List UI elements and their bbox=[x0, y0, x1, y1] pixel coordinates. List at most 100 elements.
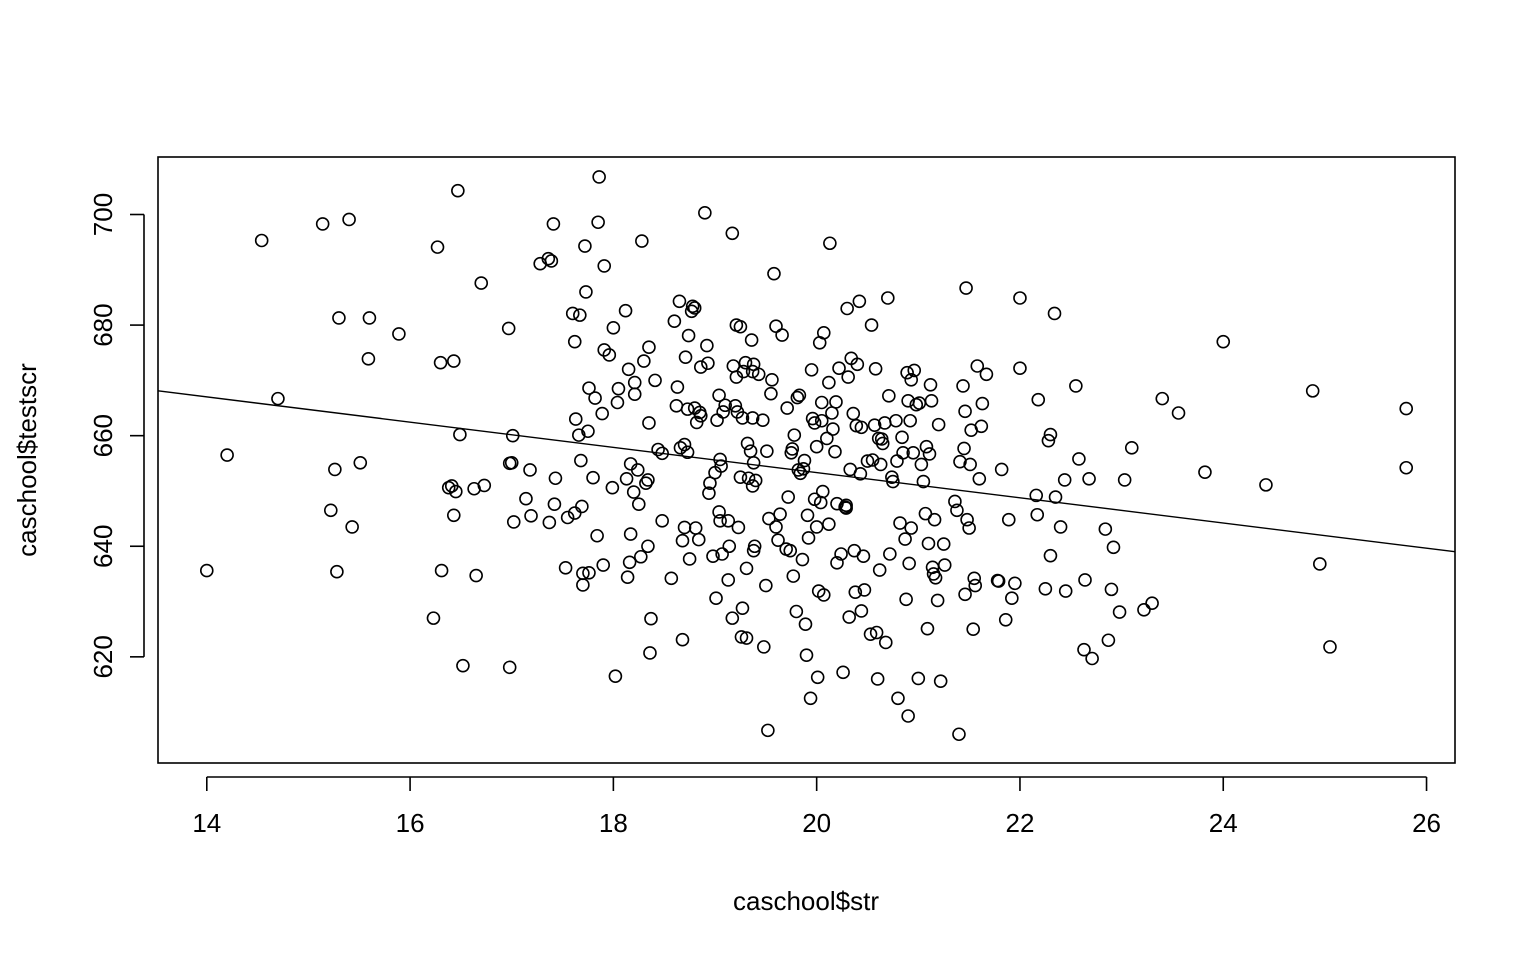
data-point bbox=[619, 471, 634, 486]
data-point bbox=[852, 294, 867, 309]
data-point bbox=[1053, 520, 1068, 534]
data-point bbox=[733, 319, 748, 334]
data-point bbox=[991, 574, 1006, 588]
data-point bbox=[392, 327, 406, 341]
data-point bbox=[712, 388, 726, 403]
data-point bbox=[627, 387, 642, 402]
y-axis: 620 640 660 680 700 bbox=[88, 193, 145, 679]
data-point bbox=[1048, 490, 1063, 504]
data-point bbox=[960, 512, 974, 527]
data-point bbox=[1013, 291, 1027, 305]
data-point bbox=[558, 561, 573, 575]
data-point bbox=[790, 390, 805, 405]
data-point bbox=[741, 471, 756, 486]
data-point bbox=[760, 444, 774, 458]
data-point bbox=[315, 217, 330, 231]
data-point bbox=[199, 563, 214, 578]
data-point bbox=[841, 370, 855, 384]
data-point bbox=[781, 490, 796, 504]
data-point bbox=[565, 306, 580, 321]
y-tick-label: 620 bbox=[88, 635, 118, 678]
data-point bbox=[957, 441, 971, 456]
data-point bbox=[1001, 512, 1016, 527]
data-point bbox=[927, 512, 942, 527]
data-point bbox=[1043, 427, 1058, 442]
data-point bbox=[850, 357, 865, 372]
data-point bbox=[361, 352, 376, 366]
data-point bbox=[792, 388, 807, 403]
data-point bbox=[860, 454, 875, 468]
data-point bbox=[799, 648, 814, 662]
data-point bbox=[764, 386, 778, 401]
data-point bbox=[856, 549, 871, 564]
data-point bbox=[958, 404, 972, 419]
data-point bbox=[581, 424, 595, 439]
data-point bbox=[469, 568, 483, 583]
data-point bbox=[873, 457, 888, 472]
data-point bbox=[733, 470, 748, 484]
data-point bbox=[716, 405, 730, 419]
data-point bbox=[576, 578, 590, 592]
data-point bbox=[323, 503, 338, 518]
data-point bbox=[651, 442, 665, 457]
data-point bbox=[1008, 576, 1022, 591]
data-point bbox=[1171, 406, 1186, 420]
data-point bbox=[648, 373, 662, 388]
data-point bbox=[610, 395, 625, 410]
data-point bbox=[786, 569, 801, 583]
data-point bbox=[254, 233, 269, 248]
data-point bbox=[839, 501, 853, 515]
data-point bbox=[1106, 540, 1121, 555]
data-point bbox=[822, 375, 836, 390]
data-point bbox=[967, 571, 982, 586]
x-axis: 14 16 18 20 22 24 26 bbox=[192, 776, 1441, 838]
data-point bbox=[332, 311, 346, 325]
data-point bbox=[597, 259, 612, 273]
data-point bbox=[1323, 640, 1337, 654]
data-point bbox=[1098, 522, 1113, 536]
data-point bbox=[826, 422, 840, 436]
data-point bbox=[829, 395, 843, 409]
data-point bbox=[605, 480, 620, 495]
data-point bbox=[546, 217, 561, 231]
data-point bbox=[918, 506, 933, 521]
data-point bbox=[962, 521, 976, 535]
data-point bbox=[739, 631, 754, 645]
data-point bbox=[815, 484, 830, 499]
data-point bbox=[728, 399, 743, 413]
data-point bbox=[878, 635, 893, 650]
data-point bbox=[848, 585, 863, 599]
data-point bbox=[330, 564, 344, 579]
data-point bbox=[870, 672, 885, 686]
data-point bbox=[685, 299, 700, 314]
data-point bbox=[1124, 441, 1139, 455]
data-point bbox=[672, 294, 687, 309]
data-point bbox=[353, 455, 368, 470]
x-tick-label: 18 bbox=[599, 808, 628, 838]
y-axis-title: caschool$testscr bbox=[12, 363, 42, 557]
data-point bbox=[451, 183, 465, 198]
data-point bbox=[680, 402, 695, 416]
data-point bbox=[854, 420, 869, 435]
data-point bbox=[588, 391, 602, 405]
data-point bbox=[542, 515, 557, 530]
data-point bbox=[670, 380, 685, 394]
data-point bbox=[869, 625, 884, 640]
data-point bbox=[825, 406, 839, 420]
data-point bbox=[582, 565, 596, 580]
data-point bbox=[907, 363, 922, 378]
data-point bbox=[803, 691, 818, 706]
data-point bbox=[682, 552, 697, 566]
data-point bbox=[669, 399, 684, 413]
data-point bbox=[1005, 591, 1019, 606]
data-point bbox=[681, 328, 696, 343]
data-point bbox=[586, 470, 600, 485]
data-point bbox=[966, 622, 980, 636]
data-point bbox=[882, 389, 896, 403]
data-point bbox=[582, 381, 596, 395]
data-point bbox=[759, 578, 773, 593]
data-point bbox=[626, 485, 641, 499]
y-tick-label: 640 bbox=[88, 525, 118, 568]
data-point bbox=[446, 354, 461, 368]
data-point bbox=[688, 521, 703, 535]
